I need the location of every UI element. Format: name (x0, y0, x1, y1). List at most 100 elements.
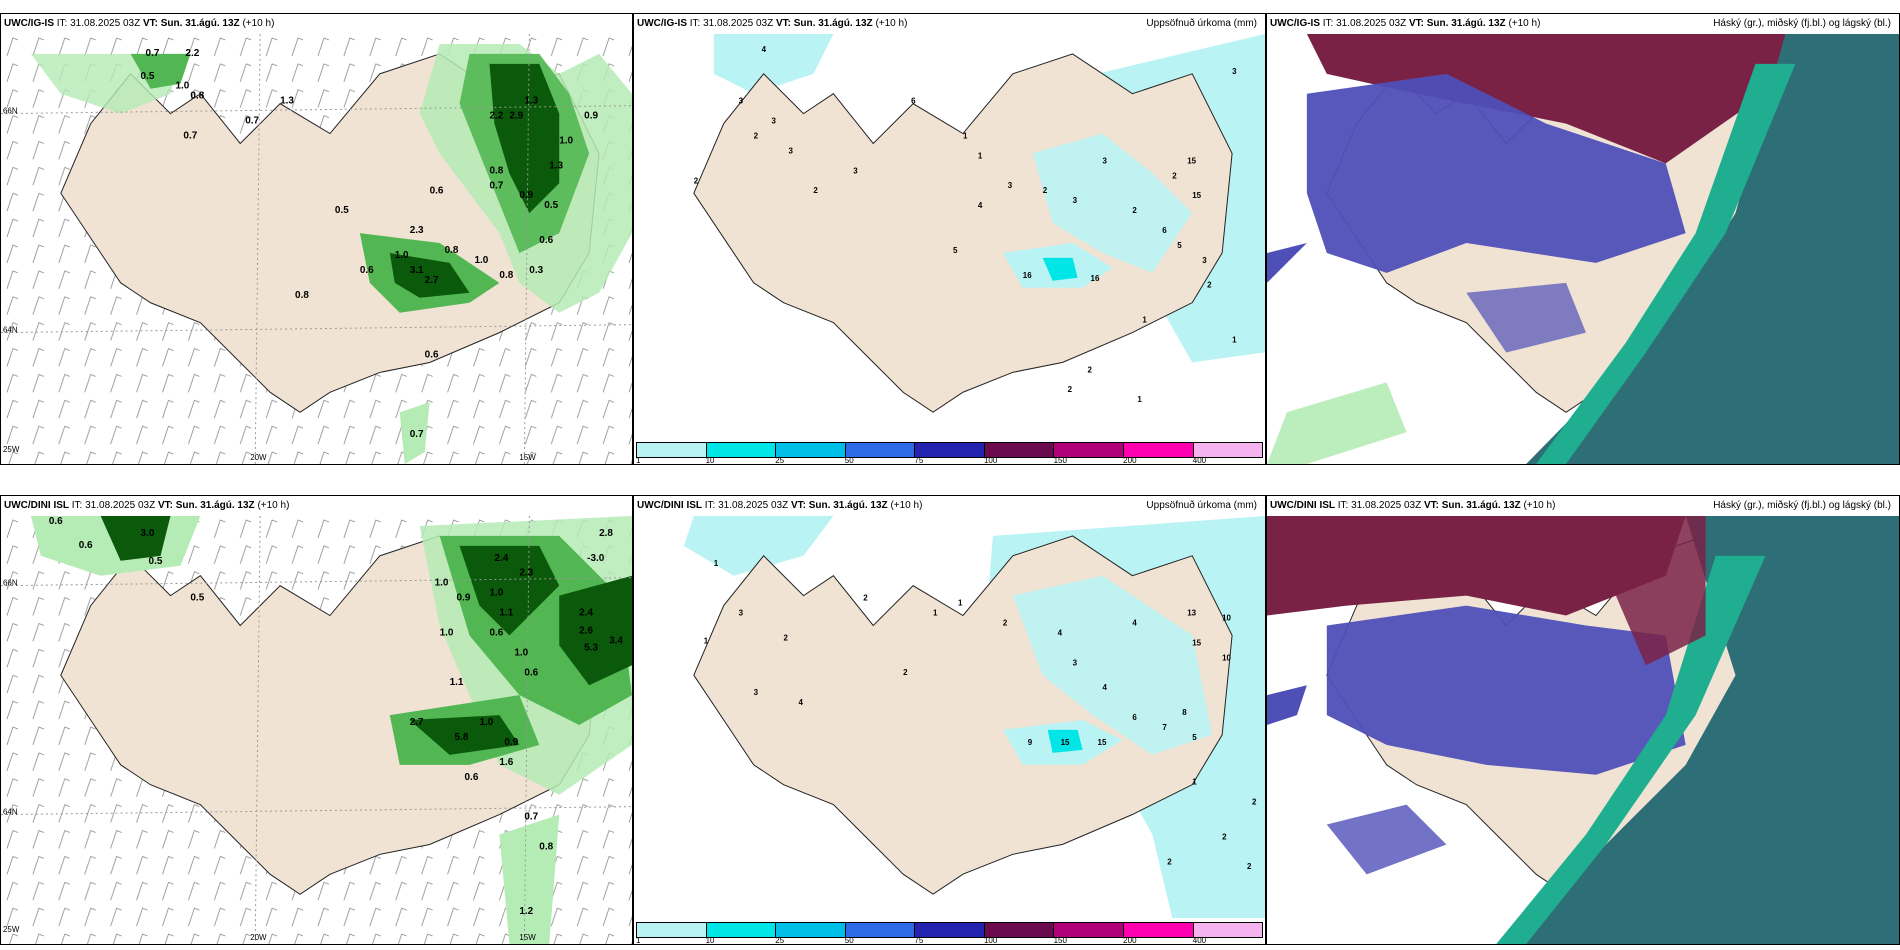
value-label: 3 (739, 609, 744, 618)
value-label: 5.3 (584, 642, 598, 653)
precip-panel-row1: UWC/IG-IS IT: 31.08.2025 03Z VT: Sun. 31… (633, 13, 1266, 465)
value-label: 0.7 (146, 48, 160, 59)
wind-panel-row2: UWC/DINI ISL IT: 31.08.2025 03Z VT: Sun.… (0, 495, 633, 945)
value-label: 2.8 (599, 528, 613, 539)
value-label: 0.6 (539, 235, 553, 246)
value-label: 1.0 (489, 588, 503, 599)
value-label: 3 (739, 97, 744, 106)
value-label: 1.3 (524, 96, 538, 107)
value-label: 4 (798, 698, 803, 707)
value-label: 4 (1132, 618, 1137, 627)
value-label: 0.8 (499, 270, 513, 281)
wind-map[interactable]: 66N 64N 25W 20W 15W 0.6 3.0 0.6 0.5 0.5 … (1, 516, 632, 944)
cloud-map[interactable] (1267, 34, 1899, 464)
precip-map-svg: 1 1 3 2 2 3 4 2 1 1 2 4 4 3 4 13 10 15 1… (634, 516, 1265, 918)
value-label: 1.3 (549, 160, 563, 171)
value-label: 0.8 (190, 91, 204, 102)
value-label: 15 (1192, 638, 1201, 647)
colorbar-swatches (636, 442, 1263, 458)
panel-header: UWC/IG-IS IT: 31.08.2025 03Z VT: Sun. 31… (1267, 14, 1899, 34)
lon-label: 20W (250, 933, 267, 942)
lon-label: 15W (519, 933, 536, 942)
precip-panel-row2: UWC/DINI ISL IT: 31.08.2025 03Z VT: Sun.… (633, 495, 1266, 945)
value-label: 2 (1207, 281, 1212, 290)
value-label: 1 (1137, 395, 1142, 404)
panel-header: UWC/DINI ISL IT: 31.08.2025 03Z VT: Sun.… (1267, 496, 1899, 516)
value-label: 3 (1232, 67, 1237, 76)
value-label: 0.7 (410, 429, 424, 440)
value-label: 2 (1068, 385, 1073, 394)
value-label: 0.6 (489, 627, 503, 638)
lon-label: 20W (250, 453, 267, 462)
precip-colorbar: 1 10 25 50 75 100 150 200 400 (636, 918, 1263, 944)
value-label: 0.5 (544, 200, 558, 211)
value-label: 2 (1088, 365, 1093, 374)
colorbar-swatches (636, 922, 1263, 938)
value-label: 4 (1103, 683, 1108, 692)
value-label: 0.8 (539, 841, 553, 852)
value-label: 5.8 (455, 732, 469, 743)
lat-label: 66N (3, 107, 18, 116)
precip-map[interactable]: 1 1 3 2 2 3 4 2 1 1 2 4 4 3 4 13 10 15 1… (634, 516, 1265, 918)
value-label: 2 (1043, 186, 1048, 195)
value-label: 3.1 (410, 265, 424, 276)
value-label: 1.0 (435, 578, 449, 589)
value-label: 2.7 (425, 275, 439, 286)
value-label: 2.4 (579, 608, 593, 619)
cloud-title: Háský (gr.), miðský (fj.bl.) og lágský (… (1713, 500, 1891, 511)
value-label: 15 (1061, 738, 1070, 747)
value-label: 2 (1222, 832, 1227, 841)
value-label: 16 (1023, 271, 1032, 280)
wind-map-svg: 66N 64N 25W 20W 15W 0.7 2.2 0.5 1.0 0.8 … (1, 34, 632, 464)
value-label: 2 (1132, 206, 1137, 215)
value-label: 3 (1103, 156, 1108, 165)
value-label: 6 (911, 97, 916, 106)
lon-label: 25W (3, 445, 20, 454)
value-label: 10 (1222, 653, 1231, 662)
value-label: 3 (853, 166, 858, 175)
value-label: 1 (963, 131, 968, 140)
value-label: 6 (1132, 713, 1137, 722)
value-label: 1.0 (395, 250, 409, 261)
value-label: 2 (1247, 862, 1252, 871)
value-label: 0.9 (519, 190, 533, 201)
cloud-panel-row1: UWC/IG-IS IT: 31.08.2025 03Z VT: Sun. 31… (1266, 13, 1900, 465)
value-label: 1.0 (559, 135, 573, 146)
value-label: 1 (978, 151, 983, 160)
value-label: 2 (813, 186, 818, 195)
value-label: 4 (978, 201, 983, 210)
panel-header: UWC/DINI ISL IT: 31.08.2025 03Z VT: Sun.… (634, 496, 1265, 516)
precip-title: Uppsöfnuð úrkoma (mm) (1146, 500, 1257, 511)
value-label: 0.7 (524, 812, 538, 823)
precip-colorbar: 1 10 25 50 75 100 150 200 400 (636, 438, 1263, 464)
value-label: 9 (1028, 738, 1033, 747)
value-label: 0.6 (425, 350, 439, 361)
lon-label: 25W (3, 925, 20, 934)
panel-header: UWC/IG-IS IT: 31.08.2025 03Z VT: Sun. 31… (634, 14, 1265, 34)
lat-label: 64N (3, 326, 18, 335)
precip-map[interactable]: 4 6 3 3 2 2 3 3 2 1 1 3 2 4 5 3 3 2 2 16 (634, 34, 1265, 438)
precip-title: Uppsöfnuð úrkoma (mm) (1146, 18, 1257, 29)
lon-label: 15W (519, 453, 536, 462)
panel-header: UWC/IG-IS IT: 31.08.2025 03Z VT: Sun. 31… (1, 14, 632, 34)
value-label: 2.4 (494, 553, 508, 564)
wind-map-svg: 66N 64N 25W 20W 15W 0.6 3.0 0.6 0.5 0.5 … (1, 516, 632, 944)
value-label: 1.6 (499, 757, 513, 768)
value-label: 4 (1058, 628, 1063, 637)
value-label: 0.6 (430, 185, 444, 196)
value-label: 5 (1177, 241, 1182, 250)
value-label: 3 (1073, 196, 1078, 205)
panel-header: UWC/DINI ISL IT: 31.08.2025 03Z VT: Sun.… (1, 496, 632, 516)
wind-map[interactable]: 66N 64N 25W 20W 15W 0.7 2.2 0.5 1.0 0.8 … (1, 34, 632, 464)
value-label: 2 (784, 633, 789, 642)
value-label: 2 (694, 176, 699, 185)
cloud-title: Háský (gr.), miðský (fj.bl.) og lágský (… (1713, 18, 1891, 29)
wind-values: 0.7 2.2 0.5 1.0 0.8 0.7 0.7 0.5 1.3 1.3 … (141, 48, 599, 440)
wind-panel-row1: UWC/IG-IS IT: 31.08.2025 03Z VT: Sun. 31… (0, 13, 633, 465)
value-label: 2 (1003, 618, 1008, 627)
value-label: 1 (1142, 316, 1147, 325)
value-label: 5 (953, 246, 958, 255)
lat-label: 66N (3, 579, 18, 588)
value-label: 4 (762, 45, 767, 54)
cloud-map[interactable] (1267, 516, 1899, 944)
